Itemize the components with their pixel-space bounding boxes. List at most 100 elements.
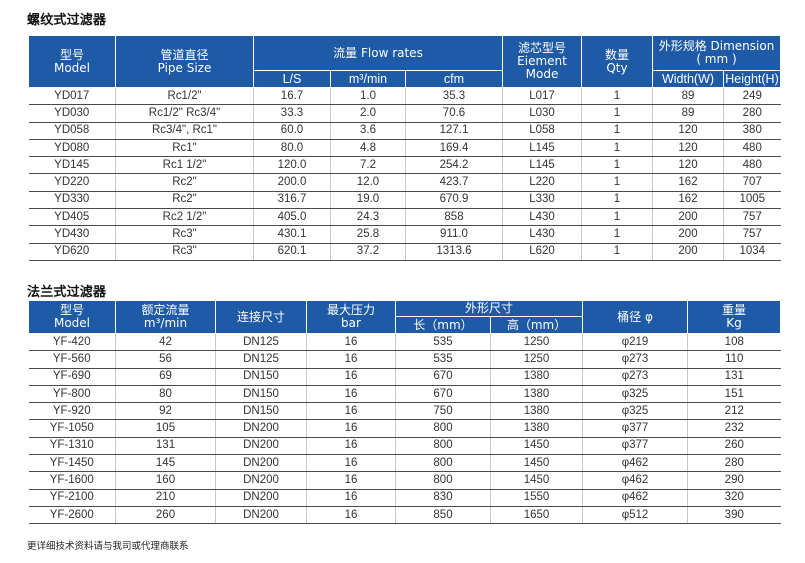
table-row: YF-420 42 DN125 16 535 1250 φ219 108 [28, 333, 781, 352]
table-cell: 162 [652, 191, 724, 210]
table-cell: 1380 [489, 419, 584, 438]
table-cell: 42 [115, 333, 216, 352]
table-cell: 1380 [489, 402, 584, 421]
col-flow-ls: L/S [253, 70, 331, 88]
table-cell: 380 [722, 122, 781, 140]
table-cell: φ219 [582, 333, 689, 352]
table-cell: 131 [115, 437, 216, 456]
table-cell: Rc3" [115, 243, 254, 261]
table-cell: 16 [306, 350, 396, 369]
table-cell: YF-1310 [28, 437, 116, 456]
table-cell: 12.0 [330, 173, 406, 192]
table-cell: Rc2 1/2" [115, 208, 254, 227]
table-row: YF-1310 131 DN200 16 800 1450 φ377 260 [28, 437, 781, 456]
table-cell: 858 [405, 208, 503, 227]
table-cell: 89 [652, 104, 724, 123]
table-cell: YF-560 [28, 350, 116, 369]
table-row: YF-1450 145 DN200 16 800 1450 φ462 280 [28, 454, 781, 473]
table-cell: 1 [581, 243, 653, 261]
table-cell: Rc1/2" Rc3/4" [115, 104, 254, 123]
table-cell: 316.7 [253, 191, 331, 210]
header-weight-en: Kg [726, 316, 742, 330]
table-row: YD430 Rc3" 430.1 25.8 911.0 L430 1 200 757 [28, 225, 781, 244]
col-flow-cfm: cfm [405, 70, 503, 88]
table-cell: 670 [395, 385, 491, 404]
table-cell: Rc3" [115, 225, 254, 244]
table-row: YF-2600 260 DN200 16 850 1650 φ512 390 [28, 506, 781, 525]
table-row: YF-560 56 DN125 16 535 1250 φ273 110 [28, 350, 781, 369]
col-length: 长（mm） [395, 316, 491, 334]
table-cell: 707 [722, 173, 781, 192]
table-cell: 16 [306, 506, 396, 525]
table-cell: 4.8 [330, 139, 406, 158]
header-elem-en1: Eiement [517, 54, 567, 68]
table-cell: L220 [502, 173, 582, 192]
header-pressure-cn: 最大压力 [326, 303, 375, 317]
table-row: YF-800 80 DN150 16 670 1380 φ325 151 [28, 385, 781, 404]
table-cell: L017 [502, 87, 582, 106]
table-cell: 850 [395, 506, 491, 525]
table-cell: L430 [502, 225, 582, 244]
col-dimension: 外形规格 Dimension ( mm ) [651, 35, 782, 71]
header-model-cn: 型号 [59, 47, 84, 62]
table-cell: φ462 [582, 471, 689, 490]
table-cell: DN150 [215, 402, 307, 421]
table-cell: 70.6 [405, 104, 503, 123]
header-elem-cn: 滤芯型号 [517, 41, 566, 55]
table-row: YD145 Rc1 1/2" 120.0 7.2 254.2 L145 1 120 480 [28, 156, 781, 175]
table-cell: DN200 [215, 437, 307, 456]
table-cell: 33.3 [253, 104, 331, 123]
footnote: 更详细技术资料请与我司或代理商联系 [27, 541, 189, 552]
table-cell: YD017 [28, 87, 116, 106]
table-cell: 290 [687, 471, 781, 490]
table-cell: 800 [395, 471, 491, 490]
table-cell: 750 [395, 402, 491, 421]
table-cell: 1250 [489, 333, 584, 352]
col-height: Height(H) [722, 70, 782, 88]
table-cell: YF-690 [28, 368, 116, 386]
table-cell: 3.6 [330, 122, 406, 140]
col-model: 型号 Model [28, 35, 116, 88]
table-cell: 127.1 [405, 122, 503, 140]
table-cell: Rc2" [115, 191, 254, 210]
table-row: YF-2100 210 DN200 16 830 1550 φ462 320 [28, 489, 781, 507]
table-cell: YD330 [28, 191, 116, 210]
table-cell: 280 [722, 104, 781, 123]
table-cell: DN125 [215, 333, 307, 352]
table-cell: 200 [652, 208, 724, 227]
table-row: YD030 Rc1/2" Rc3/4" 33.3 2.0 70.6 L030 1 89 280 [28, 104, 781, 123]
table-cell: 16 [306, 402, 396, 421]
table-cell: YD030 [28, 104, 116, 123]
table-cell: 280 [687, 454, 781, 473]
table-cell: 1380 [489, 385, 584, 404]
table-cell: L030 [502, 104, 582, 123]
table-cell: YD430 [28, 225, 116, 244]
table-row: YF-920 92 DN150 16 750 1380 φ325 212 [28, 402, 781, 421]
table-cell: L330 [502, 191, 582, 210]
table-cell: 670.9 [405, 191, 503, 210]
table-cell: 1380 [489, 368, 584, 386]
header-qty-en: Qty [606, 60, 628, 75]
table-cell: 24.3 [330, 208, 406, 227]
table-cell: 120 [652, 156, 724, 175]
table-cell: 92 [115, 402, 216, 421]
table-cell: 212 [687, 402, 781, 421]
table-cell: 1 [581, 191, 653, 210]
table-cell: Rc2" [115, 173, 254, 192]
table-row: YD405 Rc2 1/2" 405.0 24.3 858 L430 1 200 757 [28, 208, 781, 227]
table-cell: 16 [306, 368, 396, 386]
table-row: YF-690 69 DN150 16 670 1380 φ273 131 [28, 368, 781, 386]
table-cell: 16.7 [253, 87, 331, 106]
table-cell: 800 [395, 437, 491, 456]
table-cell: DN200 [215, 506, 307, 525]
table-cell: 60.0 [253, 122, 331, 140]
table-cell: 757 [722, 225, 781, 244]
table-cell: 535 [395, 350, 491, 369]
col-dimensions: 外形尺寸 [394, 300, 584, 317]
header-dim-line2: ( mm ) [696, 52, 737, 66]
table-cell: 620.1 [253, 243, 331, 261]
table-cell: φ462 [582, 489, 689, 507]
table-cell: 1 [581, 139, 653, 158]
table-row: YF-1050 105 DN200 16 800 1380 φ377 232 [28, 419, 781, 438]
table-cell: 390 [687, 506, 781, 525]
